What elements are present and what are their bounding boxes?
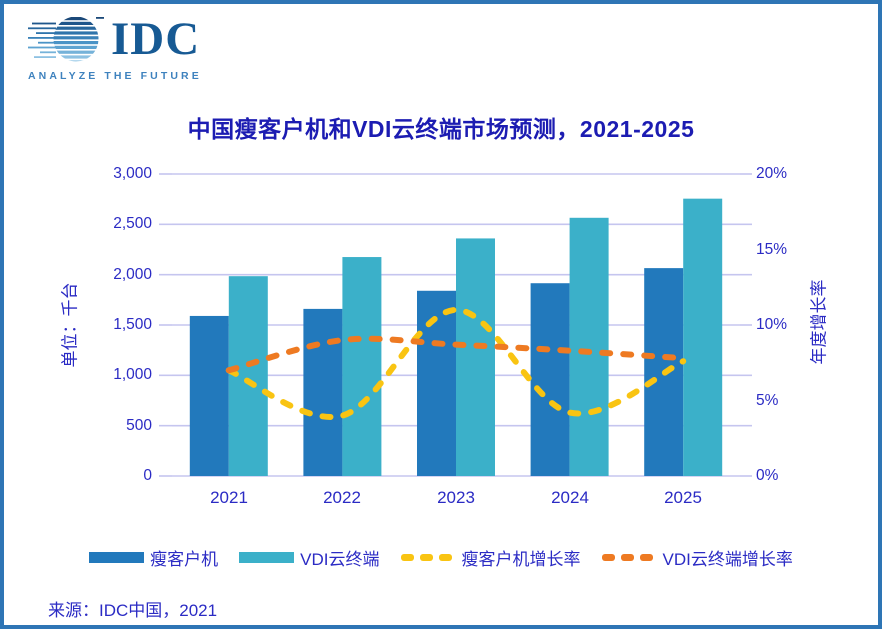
legend-label: VDI云终端 bbox=[300, 550, 380, 569]
legend-item: 瘦客户机增长率 bbox=[400, 545, 581, 570]
x-tick-label: 2024 bbox=[551, 488, 589, 507]
y-tick-label: 2,000 bbox=[113, 266, 152, 283]
y2-tick-label: 15% bbox=[756, 241, 788, 258]
y-tick-label: 2,500 bbox=[113, 215, 152, 232]
y2-tick-label: 5% bbox=[756, 392, 779, 409]
legend: 瘦客户机 VDI云终端 瘦客户机增长率 VDI云终端增长率 bbox=[4, 545, 878, 570]
legend-label: 瘦客户机增长率 bbox=[461, 550, 581, 569]
y-tick-label: 500 bbox=[126, 417, 152, 434]
bar-swatch-icon bbox=[239, 552, 295, 563]
legend-item: VDI云终端增长率 bbox=[601, 545, 793, 570]
idc-brand-text: IDC bbox=[111, 13, 201, 65]
legend-label: 瘦客户机 bbox=[150, 550, 219, 569]
source-note: 来源：IDC中国，2021 bbox=[48, 601, 218, 620]
left-axis-title: 单位：千台 bbox=[60, 282, 80, 368]
y2-tick-label: 10% bbox=[756, 316, 788, 333]
y-tick-label: 1,000 bbox=[113, 366, 152, 383]
dashed-line-swatch-icon bbox=[601, 554, 657, 561]
idc-tagline: ANALYZE THE FUTURE bbox=[28, 70, 202, 82]
plot-area bbox=[159, 173, 752, 477]
y2-tick-label: 20% bbox=[756, 165, 788, 182]
y2-tick-label: 0% bbox=[756, 467, 779, 484]
legend-label: VDI云终端增长率 bbox=[662, 550, 793, 569]
chart-title: 中国瘦客户机和VDI云终端市场预测，2021-2025 bbox=[187, 116, 695, 142]
y-tick-label: 1,500 bbox=[113, 316, 152, 333]
legend-item: 瘦客户机 bbox=[89, 545, 218, 570]
idc-globe-icon bbox=[28, 17, 104, 62]
right-axis-title: 年度增长率 bbox=[809, 279, 829, 365]
idc-logo: IDC ANALYZE THE FUTURE bbox=[28, 15, 202, 82]
x-tick-label: 2022 bbox=[323, 488, 361, 507]
y-tick-label: 3,000 bbox=[113, 165, 152, 182]
dashed-line-swatch-icon bbox=[400, 554, 456, 561]
x-tick-label: 2021 bbox=[210, 488, 248, 507]
bar-swatch-icon bbox=[89, 552, 145, 563]
x-tick-label: 2023 bbox=[437, 488, 475, 507]
legend-item: VDI云终端 bbox=[239, 545, 380, 570]
x-tick-label: 2025 bbox=[664, 488, 702, 507]
y-tick-label: 0 bbox=[143, 467, 152, 484]
